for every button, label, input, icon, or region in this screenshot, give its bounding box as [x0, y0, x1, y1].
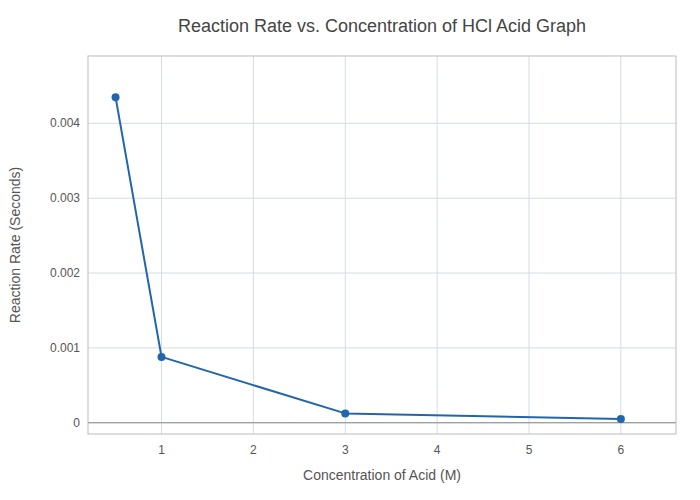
zero-line — [88, 422, 676, 423]
y-grid-line — [88, 422, 676, 423]
x-tick-label: 6 — [618, 443, 625, 457]
x-grid-line — [437, 56, 438, 434]
y-grid-line — [88, 273, 676, 274]
x-axis-label: Concentration of Acid (M) — [303, 467, 461, 483]
y-grid-line — [88, 347, 676, 348]
y-tick-label: 0.004 — [50, 116, 80, 130]
x-grid-line — [529, 56, 530, 434]
x-grid-line — [161, 56, 162, 434]
x-grid-line — [620, 56, 621, 434]
x-tick-label: 1 — [158, 443, 165, 457]
y-tick-label: 0.002 — [50, 266, 80, 280]
x-grid-line — [345, 56, 346, 434]
x-tick-label: 4 — [434, 443, 441, 457]
data-point — [617, 415, 625, 423]
data-point — [112, 93, 120, 101]
x-tick-label: 5 — [526, 443, 533, 457]
x-tick-label: 2 — [250, 443, 257, 457]
y-tick-label: 0.001 — [50, 341, 80, 355]
y-tick-label: 0 — [73, 416, 80, 430]
chart-container: 1 2 3 4 5 6 0 0.001 0.002 0.003 0.004 Reaction Rate… — [0, 0, 700, 500]
y-tick-label: 0.003 — [50, 191, 80, 205]
data-point — [341, 409, 349, 417]
data-point — [158, 353, 166, 361]
chart-title: Reaction Rate vs. Concentration of HCl A… — [178, 16, 586, 36]
series-line — [116, 97, 621, 419]
x-grid-line — [253, 56, 254, 434]
y-grid-line — [88, 198, 676, 199]
chart-svg: 1 2 3 4 5 6 0 0.001 0.002 0.003 0.004 Reaction Rate… — [0, 0, 700, 500]
plot-frame — [88, 56, 676, 434]
ticks: 1 2 3 4 5 6 0 0.001 0.002 0.003 0.004 — [50, 116, 625, 457]
grid — [88, 56, 676, 434]
y-grid-line — [88, 123, 676, 124]
x-tick-label: 3 — [342, 443, 349, 457]
y-axis-label: Reaction Rate (Seconds) — [7, 167, 23, 323]
series — [112, 93, 625, 423]
